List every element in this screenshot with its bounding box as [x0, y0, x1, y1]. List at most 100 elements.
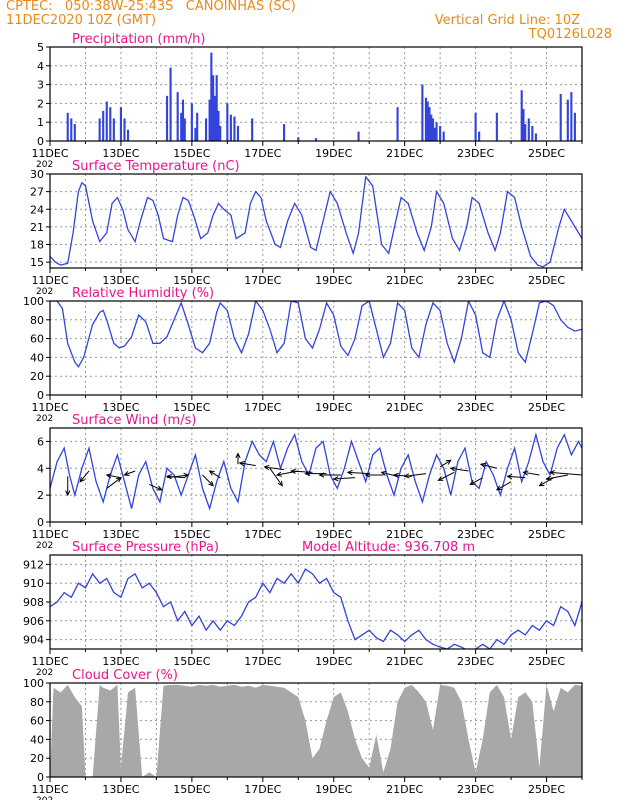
x-tick-label: 19DEC	[315, 783, 352, 796]
precip-bar	[109, 107, 112, 141]
x-tick-label: 13DEC	[102, 655, 139, 668]
y-tick-label: 20	[30, 370, 44, 383]
wind-frame	[49, 427, 583, 523]
press-subtitle: Model Altitude: 936.708 m	[302, 540, 475, 555]
precip-bar	[119, 107, 122, 141]
x-tick-label: 19DEC	[315, 274, 352, 287]
temp-series-group	[50, 175, 582, 268]
precip-bar	[112, 118, 115, 141]
x-year-fragment: 202	[36, 160, 53, 170]
x-tick-label: 21DEC	[386, 655, 423, 668]
y-tick-label: 0	[37, 771, 44, 784]
precip-bar	[495, 112, 498, 141]
precip-bar	[73, 124, 76, 141]
x-tick-label: 17DEC	[244, 401, 281, 414]
precip-bar	[474, 112, 477, 141]
y-tick-label: 60	[30, 715, 44, 728]
x-year-fragment: 202	[36, 414, 53, 424]
x-tick-label: 11DEC	[31, 528, 68, 541]
x-tick-label: 23DEC	[457, 528, 494, 541]
precip-bar	[435, 122, 438, 141]
x-tick-label: 15DEC	[173, 783, 210, 796]
wind-arrow	[539, 477, 554, 487]
x-tick-label: 11DEC	[31, 401, 68, 414]
wind-arrow-head	[275, 471, 282, 477]
wind-arrow	[209, 470, 221, 479]
header-location: CPTEC: 050:38W-25:43S CANOINHAS (SC)	[6, 0, 296, 14]
x-tick-label: 17DEC	[244, 655, 281, 668]
y-tick-label: 40	[30, 733, 44, 746]
y-tick-label: 4	[37, 60, 44, 73]
precip-bar	[123, 118, 126, 141]
precip-bar	[210, 52, 213, 141]
y-tick-label: 40	[30, 351, 44, 364]
x-tick-label: 21DEC	[386, 401, 423, 414]
precip-bar	[439, 125, 442, 141]
y-tick-label: 910	[23, 577, 44, 590]
wind-arrow-head	[332, 476, 339, 482]
precip-bar	[215, 75, 218, 141]
y-tick-label: 100	[23, 677, 44, 690]
x-tick-label: 17DEC	[244, 147, 281, 160]
y-tick-label: 4	[37, 462, 44, 475]
precip-bar	[314, 138, 318, 141]
wind-arrow	[470, 477, 483, 485]
wind-arrow	[507, 475, 526, 479]
wind-arrow-head	[183, 472, 190, 479]
cloud-cover-area	[50, 684, 582, 777]
precip-bar	[431, 118, 435, 141]
precip-bar	[527, 118, 530, 141]
wind-arrow-head	[277, 480, 283, 487]
precip-bar	[236, 125, 240, 141]
x-tick-label: 17DEC	[244, 783, 281, 796]
precip-bar	[520, 90, 523, 141]
wind-arrow	[106, 474, 122, 479]
x-tick-label: 21DEC	[386, 274, 423, 287]
wind-arrow	[439, 459, 452, 468]
wind-arrow	[264, 466, 285, 471]
wind-arrow-head	[445, 459, 452, 465]
wind-arrow-head	[290, 468, 296, 474]
y-tick-label: 24	[30, 203, 44, 216]
x-tick-label: 21DEC	[386, 147, 423, 160]
precip-bar	[70, 118, 73, 141]
x-tick-label: 25DEC	[528, 147, 565, 160]
wind-arrow-head	[380, 470, 387, 476]
precip-bar	[566, 99, 569, 141]
header-model-id: TQ0126L028	[528, 27, 612, 42]
wind-arrow-head	[156, 485, 163, 491]
wind-arrow-head	[123, 471, 130, 476]
x-tick-label: 15DEC	[173, 401, 210, 414]
wind-arrow-head	[506, 474, 513, 480]
x-tick-label: 23DEC	[457, 147, 494, 160]
y-tick-label: 1	[37, 116, 44, 129]
wind-arrow-head	[364, 472, 371, 478]
x-year-fragment: 202	[36, 796, 53, 800]
wind-arrow-head	[105, 473, 112, 479]
precip-bar	[183, 118, 186, 141]
precip-bar	[433, 127, 436, 141]
wind-arrow-head	[208, 470, 215, 476]
x-tick-label: 13DEC	[102, 274, 139, 287]
y-tick-label: 912	[23, 558, 44, 571]
x-tick-label: 25DEC	[528, 274, 565, 287]
wind-arrow	[550, 471, 583, 476]
x-year-fragment: 202	[36, 287, 53, 297]
y-tick-label: 27	[30, 186, 44, 199]
precip-bar	[430, 114, 433, 141]
wind-arrow	[347, 471, 370, 475]
x-tick-label: 13DEC	[102, 528, 139, 541]
wind-arrow	[546, 474, 568, 480]
precip-bar	[180, 112, 183, 141]
cloud-title: Cloud Cover (%)	[72, 668, 178, 683]
precip-bar	[204, 118, 208, 141]
y-tick-label: 5	[37, 41, 44, 54]
wind-arrow	[269, 467, 283, 487]
precip-bar	[573, 112, 576, 141]
wind-arrow	[167, 475, 185, 479]
precip-bar	[213, 95, 216, 141]
precip-bar	[428, 107, 431, 141]
precip-bar	[534, 133, 537, 141]
wind-arrow	[404, 473, 427, 477]
wind-arrow-head	[235, 452, 241, 459]
